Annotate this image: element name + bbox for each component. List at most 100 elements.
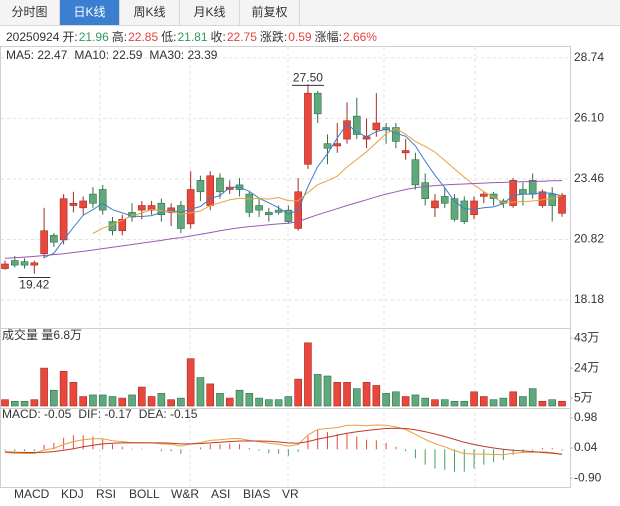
tab[interactable]: 分时图: [0, 0, 60, 25]
volume-bar: [382, 393, 390, 407]
volume-bar: [284, 396, 293, 407]
tab[interactable]: 月K线: [180, 0, 240, 25]
indicator-tab[interactable]: VR: [282, 487, 299, 501]
candle-body: [421, 182, 429, 199]
candle-body: [147, 205, 156, 211]
volume-bar: [528, 388, 537, 407]
candle-body: [255, 205, 263, 211]
candle-body: [450, 198, 459, 220]
candle-body: [69, 202, 78, 206]
volume-bar: [431, 399, 439, 407]
candle-body: [558, 194, 566, 214]
y-tick-label: 5万: [574, 390, 593, 404]
volume-bar: [118, 397, 127, 407]
quote-label: 涨幅:: [314, 30, 342, 44]
volume-bar: [392, 391, 400, 407]
candle-body: [480, 193, 488, 197]
tab[interactable]: 周K线: [120, 0, 180, 25]
tab[interactable]: 前复权: [240, 0, 300, 25]
volume-bar: [196, 377, 205, 407]
ma-line: [43, 123, 563, 259]
macd-line: [4, 424, 563, 456]
volume-bar: [362, 382, 371, 407]
indicator-tab[interactable]: W&R: [171, 487, 199, 501]
candle-body: [401, 150, 410, 154]
volume-bar: [20, 400, 29, 407]
volume-bar: [157, 393, 166, 407]
legend-entry: MA30: 23.39: [149, 48, 217, 62]
candle-body: [460, 200, 469, 222]
candle-body: [519, 189, 527, 195]
y-tick-label: -0.90: [574, 470, 602, 484]
ma-line: [4, 180, 563, 259]
volume-bar: [50, 389, 58, 407]
candle-body: [538, 191, 547, 206]
candle-body: [440, 196, 449, 204]
candle-body: [509, 180, 517, 206]
candle-body: [333, 143, 342, 147]
tab[interactable]: 日K线: [60, 0, 120, 25]
candle-body: [313, 92, 322, 115]
indicator-tab[interactable]: BIAS: [243, 487, 270, 501]
y-tick-label: 43万: [574, 330, 599, 344]
candle-body: [30, 262, 39, 266]
y-tick-label: 0.04: [574, 440, 598, 454]
candle-body: [10, 260, 19, 266]
volume-bar: [177, 397, 185, 407]
candle-body: [50, 235, 58, 243]
candle-body: [196, 180, 205, 193]
candle-body: [489, 193, 498, 199]
indicator-tab[interactable]: ASI: [211, 487, 230, 501]
volume-bar: [79, 396, 87, 407]
volume-bar: [186, 358, 195, 407]
volume-bar: [489, 399, 498, 407]
indicator-tab[interactable]: RSI: [96, 487, 116, 501]
y-tick-label: 23.46: [574, 171, 604, 185]
volume-bar: [245, 393, 254, 407]
volume-bar: [313, 374, 322, 407]
volume-bar: [128, 394, 136, 407]
indicator-tab[interactable]: MACD: [14, 487, 50, 501]
legend-entry: MACD: -0.05: [2, 407, 72, 421]
candle-body: [284, 209, 293, 222]
candle-body: [79, 200, 87, 209]
quote-label: 收:: [210, 30, 226, 44]
volume-bar: [147, 396, 156, 407]
quote-value: 22.75: [226, 30, 257, 44]
legend-entry: DIF: -0.17: [78, 407, 132, 421]
candle-body: [274, 209, 283, 213]
candle-body: [138, 205, 146, 211]
volume-bar: [30, 399, 39, 407]
volume-bar: [548, 399, 557, 407]
period-tabs: 分时图 日K线 周K线 月K线 前复权: [0, 0, 620, 26]
legend-entry: DEA: -0.15: [139, 407, 198, 421]
volume-bar: [343, 382, 351, 407]
y-tick-label: 24万: [574, 360, 599, 374]
volume-bar: [225, 397, 234, 407]
volume-bar: [89, 394, 97, 407]
candle-body: [323, 143, 332, 149]
candle-body: [40, 230, 48, 254]
quote-row: 20250924 开:21.96 高:22.85 低:21.81 收:22.75 涨跌:0…: [6, 28, 380, 45]
quote-label: 高:: [111, 30, 128, 44]
legend-entry: MA5: 22.47: [6, 48, 68, 62]
volume-bar: [40, 367, 48, 407]
annotation: 27.50: [293, 71, 323, 85]
volume-bar: [1, 399, 9, 407]
y-tick-label: 20.82: [574, 232, 604, 246]
volume-bar: [235, 389, 244, 407]
candle-body: [431, 200, 439, 209]
volume-bar: [323, 375, 332, 407]
candle-body: [352, 115, 361, 135]
quote-date: 20250924: [6, 30, 60, 44]
legend-entry: MA10: 22.59: [74, 48, 142, 62]
volume-bar: [167, 399, 175, 407]
candle-body: [216, 177, 224, 193]
y-tick-label: 18.18: [574, 292, 604, 306]
indicator-tab[interactable]: BOLL: [129, 487, 160, 501]
candle-body: [59, 198, 68, 241]
candle-body: [98, 189, 107, 211]
indicator-tab[interactable]: KDJ: [61, 487, 84, 501]
panel-frame: [0, 46, 571, 488]
